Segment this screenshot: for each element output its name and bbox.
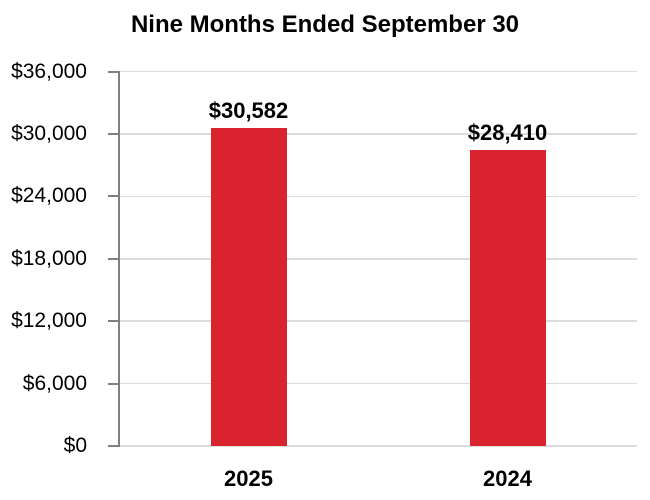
y-axis-tick [108, 195, 119, 198]
y-axis-tick [108, 382, 119, 385]
bar-2024 [469, 150, 546, 446]
gridline [119, 445, 637, 447]
bar-value-label: $30,582 [208, 97, 289, 123]
y-axis-line [118, 70, 120, 447]
y-axis-tick-label: $0 [63, 434, 87, 457]
gridline [119, 70, 637, 73]
y-axis-tick-label: $12,000 [11, 309, 87, 333]
y-axis-tick [108, 257, 119, 260]
gridline [119, 195, 637, 198]
x-axis-label: 2025 [224, 466, 273, 491]
y-axis-tick [108, 320, 119, 323]
y-axis-tick-label: $24,000 [11, 184, 87, 208]
y-axis-tick-label: $6,000 [22, 371, 87, 395]
y-axis-tick [108, 445, 119, 447]
gridline [119, 133, 637, 135]
chart-title: Nine Months Ended September 30 [130, 11, 520, 38]
gridline [119, 382, 637, 385]
x-axis-label: 2024 [483, 466, 532, 491]
gridline [119, 258, 637, 260]
y-axis-tick [108, 70, 119, 73]
gridline [119, 320, 637, 322]
bar-2025 [210, 127, 287, 446]
y-axis-tick-label: $36,000 [11, 59, 87, 83]
y-axis-tick-label: $18,000 [11, 246, 87, 270]
bar-value-label: $28,410 [467, 120, 548, 146]
y-axis-tick-label: $30,000 [11, 121, 87, 145]
y-axis-tick [108, 132, 119, 135]
